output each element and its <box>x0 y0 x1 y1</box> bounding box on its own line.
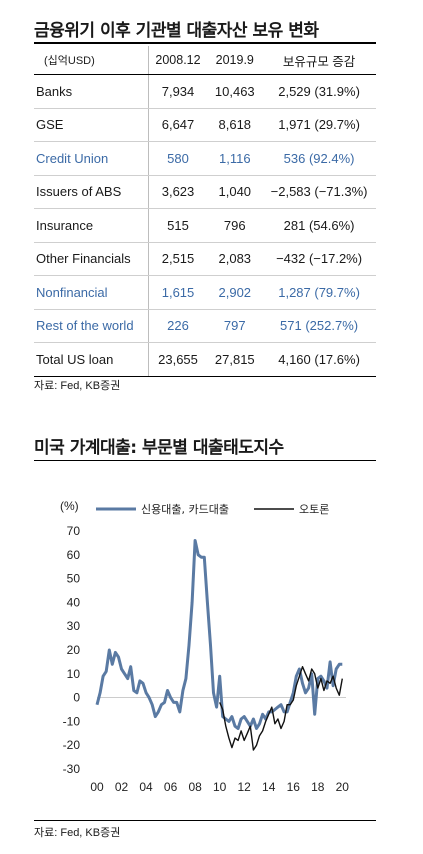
table-row: Insurance 515 796 281 (54.6%) <box>34 208 376 243</box>
table-row: Banks 7,934 10,463 2,529 (31.9%) <box>34 74 376 109</box>
table-row: Issuers of ABS 3,623 1,040 −2,583 (−71.3%) <box>34 175 376 209</box>
cell-change: 571 (252.7%) <box>262 309 376 343</box>
table-source-note: 자료: Fed, KB증권 <box>34 380 121 392</box>
cell-change: 2,529 (31.9%) <box>262 74 376 109</box>
chart-title-rule <box>34 460 376 461</box>
cell-change: −432 (−17.2%) <box>262 242 376 276</box>
legend-label-2: 오토론 <box>299 503 329 516</box>
x-tick-label: 04 <box>139 780 153 794</box>
row-label: Nonfinancial <box>34 275 149 310</box>
total-change: 4,160 (17.6%) <box>262 342 376 377</box>
col-header-2019: 2019.9 <box>207 46 263 75</box>
table-row: Other Financials 2,515 2,083 −432 (−17.2%) <box>34 242 376 276</box>
table-header-row: (십억USD) 2008.12 2019.9 보유규모 증감 <box>34 46 376 75</box>
lending-attitude-chart: 70 60 50 40 30 20 10 0 -10 -20 -30 00 02 04 06 08 10 12 1… <box>60 499 349 794</box>
cell-change: 536 (92.4%) <box>262 141 376 176</box>
table-total-row: Total US loan 23,655 27,815 4,160 (17.6%) <box>34 342 376 377</box>
y-tick-label: -20 <box>63 738 81 752</box>
row-label: Insurance <box>34 208 149 243</box>
y-axis-unit-label: (%) <box>60 499 79 513</box>
x-tick-label: 06 <box>164 780 178 794</box>
cell-2008: 515 <box>148 208 208 243</box>
cell-2019: 796 <box>207 208 263 243</box>
legend-label-1: 신용대출, 카드대출 <box>141 503 229 516</box>
cell-2008: 2,515 <box>148 242 208 276</box>
cell-2008: 580 <box>148 141 208 176</box>
y-tick-label: 20 <box>67 643 81 657</box>
x-tick-label: 20 <box>336 780 350 794</box>
y-tick-label: 60 <box>67 548 81 562</box>
cell-2008: 1,615 <box>148 275 208 310</box>
row-label: Other Financials <box>34 242 149 276</box>
cell-2019: 8,618 <box>207 108 263 142</box>
table-row: Rest of the world 226 797 571 (252.7%) <box>34 309 376 343</box>
series-line-1 <box>95 539 343 730</box>
cell-2019: 797 <box>207 309 263 343</box>
x-tick-label: 12 <box>238 780 252 794</box>
unit-label: (십억USD) <box>34 46 149 75</box>
table-body: Banks 7,934 10,463 2,529 (31.9%) GSE 6,647 8,6… <box>34 74 376 377</box>
table-row: Nonfinancial 1,615 2,902 1,287 (79.7%) <box>34 275 376 310</box>
cell-2008: 6,647 <box>148 108 208 142</box>
cell-2019: 1,116 <box>207 141 263 176</box>
y-tick-label: 30 <box>67 619 81 633</box>
y-tick-label: 0 <box>73 691 80 705</box>
x-axis-ticks: 00 02 04 06 08 10 12 14 16 18 20 <box>90 780 349 794</box>
loan-holdings-table: (십억USD) 2008.12 2019.9 보유규모 증감 Banks 7,93… <box>34 46 376 377</box>
cell-change: −2,583 (−71.3%) <box>262 175 376 209</box>
x-tick-label: 02 <box>115 780 129 794</box>
cell-change: 1,971 (29.7%) <box>262 108 376 142</box>
y-tick-label: -30 <box>63 762 81 776</box>
row-label: Issuers of ABS <box>34 175 149 209</box>
row-label: GSE <box>34 108 149 142</box>
row-label: Credit Union <box>34 141 149 176</box>
total-label: Total US loan <box>34 342 149 377</box>
table-row: GSE 6,647 8,618 1,971 (29.7%) <box>34 108 376 142</box>
y-tick-label: 70 <box>67 524 81 538</box>
table-title: 금융위기 이후 기관별 대출자산 보유 변화 <box>34 21 319 41</box>
x-tick-label: 16 <box>287 780 301 794</box>
chart-bottom-rule <box>34 820 376 821</box>
x-tick-label: 00 <box>90 780 104 794</box>
series-line-2 <box>219 665 343 751</box>
chart-legend: 신용대출, 카드대출 오토론 <box>96 503 329 516</box>
cell-2008: 7,934 <box>148 74 208 109</box>
cell-change: 1,287 (79.7%) <box>262 275 376 310</box>
chart-title: 미국 가계대출: 부문별 대출태도지수 <box>34 438 284 458</box>
x-tick-label: 08 <box>188 780 202 794</box>
x-tick-label: 14 <box>262 780 276 794</box>
row-label: Rest of the world <box>34 309 149 343</box>
y-tick-label: 10 <box>67 667 81 681</box>
table-row: Credit Union 580 1,116 536 (92.4%) <box>34 141 376 176</box>
col-header-2008: 2008.12 <box>148 46 208 75</box>
cell-2019: 10,463 <box>207 74 263 109</box>
cell-2008: 3,623 <box>148 175 208 209</box>
x-tick-label: 10 <box>213 780 227 794</box>
cell-2019: 1,040 <box>207 175 263 209</box>
total-2019: 27,815 <box>207 342 263 377</box>
col-header-change: 보유규모 증감 <box>262 46 376 75</box>
series-layer <box>95 539 343 751</box>
cell-change: 281 (54.6%) <box>262 208 376 243</box>
cell-2008: 226 <box>148 309 208 343</box>
cell-2019: 2,083 <box>207 242 263 276</box>
total-2008: 23,655 <box>148 342 208 377</box>
row-label: Banks <box>34 74 149 109</box>
cell-2019: 2,902 <box>207 275 263 310</box>
y-axis-ticks: 70 60 50 40 30 20 10 0 -10 -20 -30 <box>63 524 81 776</box>
y-tick-label: 50 <box>67 572 81 586</box>
x-tick-label: 18 <box>311 780 325 794</box>
y-tick-label: -10 <box>63 714 81 728</box>
chart-source-note: 자료: Fed, KB증권 <box>34 827 121 839</box>
table-title-rule <box>34 42 376 44</box>
y-tick-label: 40 <box>67 595 81 609</box>
